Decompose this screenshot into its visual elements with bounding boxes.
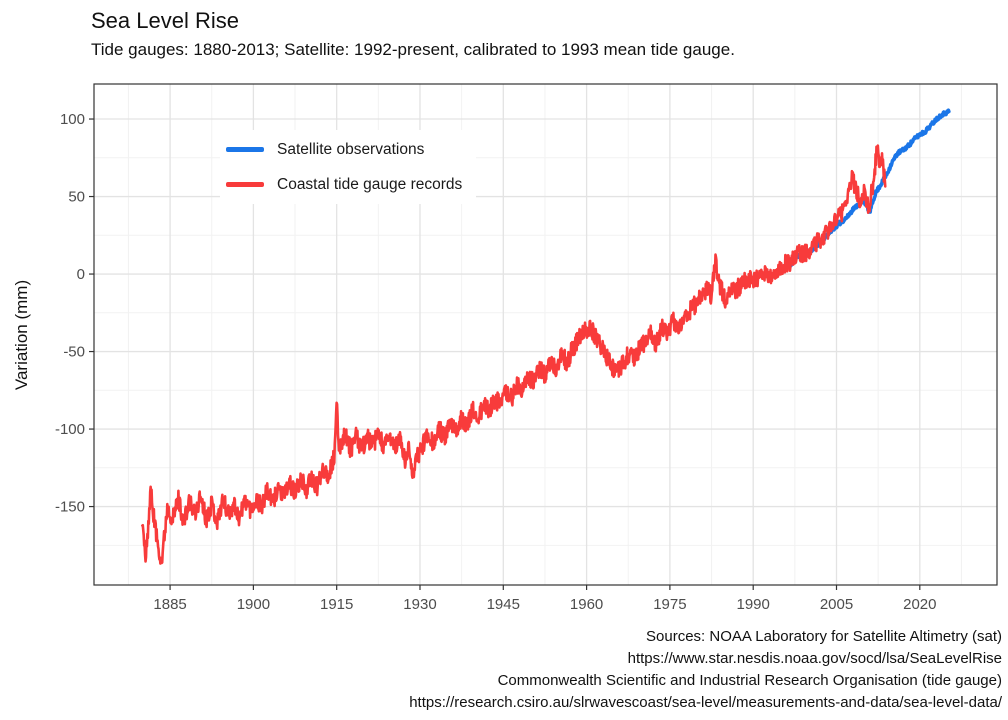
axis-ticks xyxy=(89,118,921,590)
y-tick-label: 50 xyxy=(68,189,85,206)
series-line-tide-gauge xyxy=(141,144,887,565)
series-group xyxy=(141,108,951,565)
x-tick-label: 1885 xyxy=(153,596,186,613)
x-tick-label: 1990 xyxy=(737,596,770,613)
caption-line-3: Commonwealth Scientific and Industrial R… xyxy=(497,672,1002,689)
y-tick-label: -50 xyxy=(63,344,85,361)
caption-line-2: https://www.star.nesdis.noaa.gov/socd/ls… xyxy=(627,650,1002,667)
y-tick-label: -100 xyxy=(55,421,85,438)
legend-key-line xyxy=(226,182,264,187)
legend-label: Coastal tide gauge records xyxy=(277,175,463,193)
x-tick-label: 2020 xyxy=(903,596,936,613)
source-caption: Sources: NOAA Laboratory for Satellite A… xyxy=(409,626,1002,714)
y-tick-label: -150 xyxy=(55,499,85,516)
legend: Satellite observations Coastal tide gauge… xyxy=(220,130,477,204)
chart-subtitle: Tide gauges: 1880-2013; Satellite: 1992-… xyxy=(91,40,735,59)
gridlines-minor xyxy=(94,84,997,585)
axis-tick-labels: 1885 1900 1915 1930 1945 1960 1975 1990 2005 2020… xyxy=(55,111,937,613)
y-tick-label: 0 xyxy=(77,266,85,283)
x-tick-label: 2005 xyxy=(820,596,853,613)
legend-key-line xyxy=(226,147,264,152)
x-tick-label: 1945 xyxy=(487,596,520,613)
x-tick-label: 1975 xyxy=(653,596,686,613)
caption-line-1: Sources: NOAA Laboratory for Satellite A… xyxy=(646,628,1002,645)
x-tick-label: 1930 xyxy=(403,596,436,613)
legend-label: Satellite observations xyxy=(277,140,425,158)
legend-item-satellite: Satellite observations xyxy=(226,132,462,167)
x-tick-label: 1900 xyxy=(237,596,270,613)
panel-border xyxy=(93,83,998,586)
chart-title: Sea Level Rise xyxy=(91,8,239,33)
y-tick-label: 100 xyxy=(60,111,85,128)
x-tick-label: 1915 xyxy=(320,596,353,613)
x-tick-label: 1960 xyxy=(570,596,603,613)
legend-item-tide-gauge: Coastal tide gauge records xyxy=(226,167,462,202)
caption-line-4: https://research.csiro.au/slrwavescoast/… xyxy=(409,694,1002,711)
